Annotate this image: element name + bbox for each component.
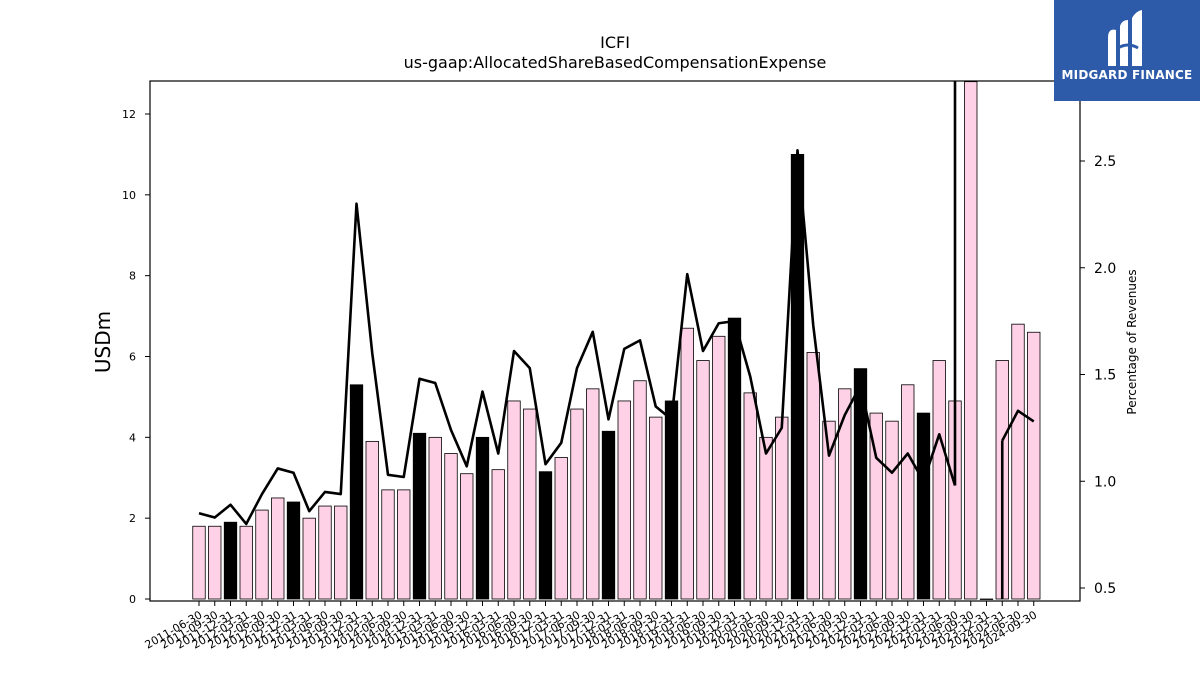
quarter-bar <box>570 408 584 600</box>
annual-bar <box>412 432 427 600</box>
y-tick-label: 6 <box>129 351 136 364</box>
quarter-bar <box>806 352 820 600</box>
bars-group <box>192 81 1041 600</box>
quarter-bar <box>271 497 285 600</box>
quarter-bar <box>491 469 505 600</box>
quarter-bar <box>712 335 726 600</box>
quarter-bar <box>964 81 978 600</box>
annual-bar <box>475 436 490 600</box>
quarter-bar <box>586 388 600 600</box>
quarter-bar <box>775 416 789 600</box>
revenue-pct-line-segment <box>1001 409 1035 442</box>
annual-bar <box>853 368 868 600</box>
quarter-bar <box>334 505 348 600</box>
annual-bar <box>538 471 553 600</box>
annual-bar <box>601 430 616 600</box>
annual-bar <box>223 521 238 600</box>
quarter-bar <box>901 384 915 600</box>
y-tick-label: 0 <box>129 593 136 606</box>
quarter-bar <box>885 420 899 600</box>
quarter-bar <box>633 380 647 600</box>
y-axis-label: USDm <box>91 311 115 373</box>
y-tick-label: 2 <box>129 512 136 525</box>
quarter-bar <box>1011 323 1025 600</box>
quarter-bar <box>743 392 757 600</box>
quarter-bar <box>255 509 269 600</box>
y2-tick-label: 0.5 <box>1094 581 1116 597</box>
midgard-logo-icon <box>1108 10 1142 66</box>
y2-tick-label: 1.0 <box>1094 474 1116 490</box>
quarter-bar <box>507 400 521 600</box>
annual-bar <box>979 598 994 600</box>
quarter-bar <box>554 457 568 600</box>
quarter-bar <box>1027 331 1041 600</box>
quarter-bar <box>192 525 206 600</box>
quarter-bar <box>932 360 946 600</box>
quarter-bar <box>365 440 379 600</box>
quarter-bar <box>617 400 631 600</box>
y2-tick-label: 2.5 <box>1094 154 1116 170</box>
annual-bar <box>727 317 742 600</box>
quarter-bar <box>208 525 222 600</box>
y-tick-label: 12 <box>122 108 136 121</box>
chart-subtitle: us-gaap:AllocatedShareBasedCompensationE… <box>404 53 827 72</box>
quarter-bar <box>649 416 663 600</box>
quarter-bar <box>397 489 411 600</box>
y-tick-label: 4 <box>129 431 136 444</box>
revenue-pct-line-segment <box>198 149 957 526</box>
quarter-bar <box>444 453 458 600</box>
annual-bar <box>349 384 364 600</box>
quarter-bar <box>428 436 442 600</box>
chart-title: ICFI <box>600 33 630 52</box>
annual-bar <box>286 501 301 600</box>
y2-tick-label: 2.0 <box>1094 261 1116 277</box>
quarter-bar <box>696 360 710 600</box>
quarter-bar <box>680 327 694 600</box>
brand-logo: MIDGARD FINANCE <box>1054 0 1200 101</box>
quarter-bar <box>523 408 537 600</box>
plot-frame <box>149 80 1081 602</box>
annual-bar <box>916 412 931 600</box>
quarter-bar <box>838 388 852 600</box>
axes-group: 0246810120.51.01.52.02.52011-06-302011-0… <box>122 108 1116 652</box>
quarter-bar <box>381 489 395 600</box>
quarter-bar <box>460 473 474 600</box>
quarter-bar <box>318 505 332 600</box>
quarter-bar <box>759 436 773 600</box>
y-tick-label: 8 <box>129 270 136 283</box>
quarter-bar <box>822 420 836 600</box>
annual-bar <box>664 400 679 600</box>
line-group <box>198 81 1035 599</box>
y2-tick-label: 1.5 <box>1094 368 1116 384</box>
quarter-bar <box>302 517 316 600</box>
quarter-bar <box>239 525 253 600</box>
y2-axis-label: Percentage of Revenues <box>1125 269 1139 414</box>
y-tick-label: 10 <box>122 189 136 202</box>
brand-name: MIDGARD FINANCE <box>1061 68 1193 82</box>
